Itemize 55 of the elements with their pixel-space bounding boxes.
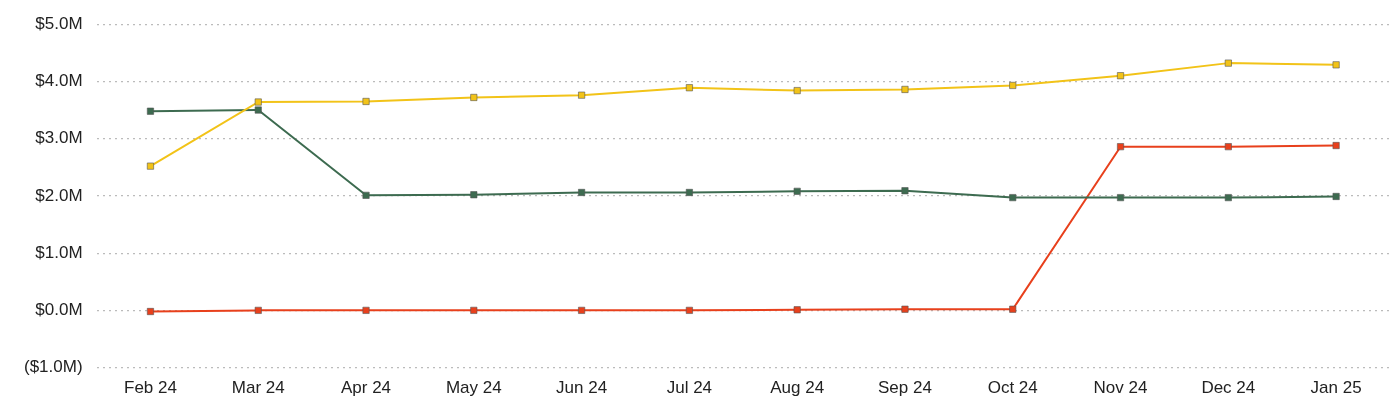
point (1117, 143, 1125, 151)
point (254, 306, 262, 314)
point (254, 106, 262, 114)
y-tick-label: ($1.0M) (23, 357, 83, 377)
point (1224, 143, 1232, 151)
x-tick-label: Jun 24 (556, 378, 608, 398)
point (793, 187, 801, 195)
point (1332, 61, 1340, 69)
x-tick-label: Mar 24 (231, 378, 285, 398)
x-tick-label: Aug 24 (770, 378, 825, 398)
point (1009, 305, 1017, 313)
y-tick-label: $1.0M (35, 242, 83, 262)
point (1117, 194, 1125, 202)
point (470, 93, 478, 101)
point (254, 98, 262, 106)
point (578, 91, 586, 99)
point (362, 306, 370, 314)
point (146, 308, 154, 315)
x-tick-label: Oct 24 (987, 378, 1038, 398)
point (1224, 59, 1232, 67)
point (1332, 142, 1340, 150)
point (901, 305, 909, 313)
point (1117, 72, 1125, 80)
x-tick-label: Jan 25 (1310, 378, 1362, 398)
point (901, 187, 909, 195)
point (793, 306, 801, 314)
x-tick-label: Nov 24 (1093, 378, 1148, 398)
point (470, 306, 478, 314)
y-tick-label: $3.0M (35, 128, 83, 148)
y-tick-label: $4.0M (35, 71, 83, 91)
point (1332, 192, 1340, 200)
x-tick-label: Apr 24 (340, 378, 392, 398)
point (578, 306, 586, 314)
x-tick-label: Jul 24 (666, 378, 713, 398)
point (578, 188, 586, 196)
point (685, 84, 693, 92)
y-tick-label: $0.0M (35, 300, 83, 320)
point (1224, 194, 1232, 202)
x-tick-label: May 24 (445, 378, 502, 398)
point (362, 191, 370, 199)
x-tick-label: Dec 24 (1201, 378, 1256, 398)
point (1009, 194, 1017, 202)
point (146, 107, 154, 115)
y-tick-label: $5.0M (35, 13, 83, 33)
point (793, 87, 801, 95)
y-tick-label: $2.0M (35, 185, 83, 205)
x-tick-label: Sep 24 (878, 378, 932, 398)
x-tick-label: Feb 24 (123, 378, 177, 398)
point (146, 162, 154, 170)
point (685, 188, 693, 196)
point (685, 306, 693, 314)
point (470, 191, 478, 199)
point (362, 97, 370, 105)
point (1009, 81, 1017, 89)
point (901, 85, 909, 93)
